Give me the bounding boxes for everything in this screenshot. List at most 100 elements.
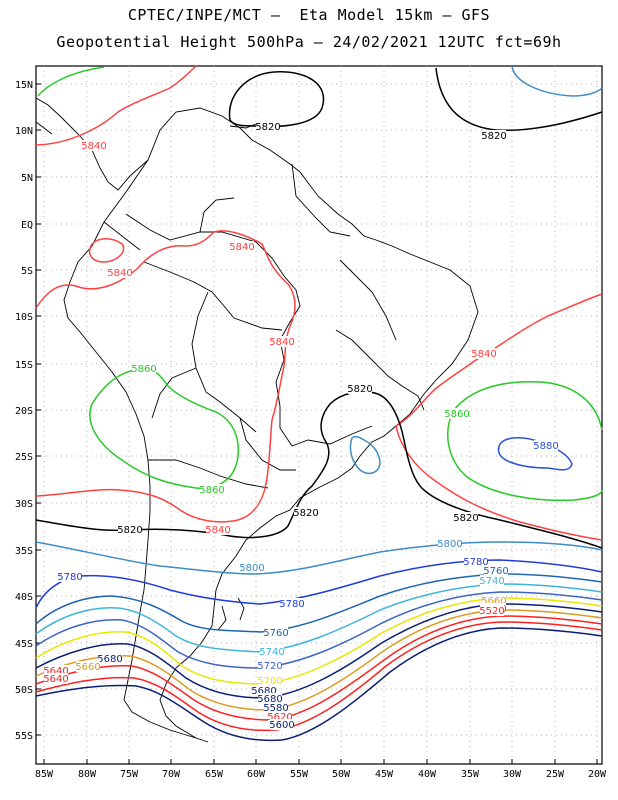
- contour-label-bg: [44, 673, 68, 684]
- contour-label-bg: [438, 538, 462, 549]
- contour-label: 5840: [81, 141, 106, 152]
- contour-label-bg: [256, 121, 280, 132]
- contour-label: 5760: [483, 566, 508, 577]
- lon-tick-label: 50W: [332, 769, 351, 780]
- contour-label: 5840: [229, 242, 254, 253]
- coastlines: [35, 97, 479, 743]
- lat-tick-label: 15N: [15, 80, 33, 91]
- contour-label: 5700: [257, 676, 282, 687]
- contour-label: 5840: [205, 525, 230, 536]
- contour-label: 5800: [437, 539, 462, 550]
- contour-5800: [511, 65, 603, 97]
- contour-label: 5820: [293, 508, 318, 519]
- contour-label-bg: [264, 627, 288, 638]
- contour-label-bg: [76, 661, 100, 672]
- lat-tick-label: 15S: [15, 360, 33, 371]
- map-title: CPTEC/INPE/MCT – Eta Model 15km – GFS: [127, 6, 491, 24]
- contour-label: 5860: [444, 409, 469, 420]
- contour-label-bg: [258, 693, 282, 704]
- contour-label: 5780: [57, 572, 82, 583]
- contour-label-bg: [280, 598, 304, 609]
- contour-label: 5860: [131, 364, 156, 375]
- contour-label: 5840: [269, 337, 294, 348]
- contour-label-bg: [268, 711, 292, 722]
- contour-label: 5660: [481, 596, 506, 607]
- contour-5860: [37, 66, 105, 97]
- lon-tick-label: 20W: [588, 769, 607, 780]
- contour-label-bg: [270, 719, 294, 730]
- contour-label-bg: [445, 408, 469, 419]
- lon-tick-label: 55W: [290, 769, 309, 780]
- contour-label: 5600: [269, 720, 294, 731]
- contour-label: 5680: [97, 654, 122, 665]
- contour-label: 5780: [463, 557, 488, 568]
- contour-label: 5520: [479, 606, 504, 617]
- map-frame: [35, 65, 603, 765]
- contour-label-bg: [252, 685, 276, 696]
- lat-tick-label: 5N: [21, 173, 33, 184]
- lon-tick-label: 75W: [120, 769, 139, 780]
- map-subtitle: Geopotential Height 500hPa – 24/02/2021 …: [56, 33, 562, 51]
- contour-5800: [35, 541, 603, 575]
- contour-label: 5800: [239, 563, 264, 574]
- contour-5840: [395, 293, 603, 427]
- lon-tick-label: 35W: [461, 769, 480, 780]
- contour-label: 5820: [481, 131, 506, 142]
- contour-label: 5760: [263, 628, 288, 639]
- lat-tick-label: 25S: [15, 452, 33, 463]
- contour-label: 5720: [257, 661, 282, 672]
- lat-tick-label: 50S: [15, 685, 33, 696]
- lat-tick-label: 10S: [15, 312, 33, 323]
- lon-tick-label: 40W: [418, 769, 437, 780]
- contour-label-bg: [240, 562, 264, 573]
- contour-label: 5840: [107, 268, 132, 279]
- contour-label-bg: [108, 267, 132, 278]
- lat-tick-label: EQ: [21, 220, 33, 231]
- contour-label-bg: [206, 524, 230, 535]
- lon-tick-label: 70W: [162, 769, 181, 780]
- contour-label: 5820: [117, 525, 142, 536]
- contour-label-bg: [534, 440, 558, 451]
- lat-tick-label: 5S: [21, 266, 33, 277]
- contour-label-bg: [98, 653, 122, 664]
- contour-label: 5820: [453, 513, 478, 524]
- contour-label: 5820: [255, 122, 280, 133]
- contour-label: 5880: [533, 441, 558, 452]
- lat-tick-label: 10N: [15, 126, 33, 137]
- contour-label: 5780: [279, 599, 304, 610]
- contour-label-bg: [258, 660, 282, 671]
- lat-tick-label: 45S: [15, 639, 33, 650]
- lon-tick-label: 60W: [247, 769, 266, 780]
- contour-label-bg: [258, 675, 282, 686]
- contour-label: 5580: [263, 703, 288, 714]
- contour-label-bg: [348, 383, 372, 394]
- contour-label: 5820: [347, 384, 372, 395]
- contour-label-bg: [480, 575, 504, 586]
- lon-tick-label: 30W: [503, 769, 522, 780]
- contour-label: 5640: [43, 666, 68, 677]
- contour-label-bg: [200, 484, 224, 495]
- lon-tick-label: 85W: [35, 769, 54, 780]
- contour-label-bg: [260, 646, 284, 657]
- lon-tick-label: 80W: [78, 769, 97, 780]
- contour-label: 5660: [75, 662, 100, 673]
- contour-5820: [228, 71, 325, 128]
- contour-label: 5840: [471, 349, 496, 360]
- contour-5800: [349, 435, 381, 475]
- contour-label-bg: [294, 507, 318, 518]
- contour-5840: [395, 425, 603, 541]
- contour-label-bg: [454, 512, 478, 523]
- contour-label-bg: [44, 665, 68, 676]
- contour-label-bg: [270, 336, 294, 347]
- contour-label: 5740: [259, 647, 284, 658]
- lat-tick-label: 20S: [15, 406, 33, 417]
- contour-label-bg: [472, 348, 496, 359]
- contour-label: 5860: [199, 485, 224, 496]
- contour-label-bg: [58, 571, 82, 582]
- contour-label: 5640: [43, 674, 68, 685]
- contour-label-bg: [132, 363, 156, 374]
- contour-label-bg: [82, 140, 106, 151]
- lat-tick-label: 30S: [15, 499, 33, 510]
- contour-5860: [447, 381, 603, 502]
- contour-5840: [35, 65, 197, 146]
